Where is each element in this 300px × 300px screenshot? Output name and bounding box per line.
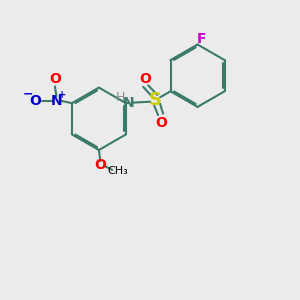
Text: N: N — [123, 96, 135, 110]
Text: H: H — [116, 91, 125, 104]
Text: O: O — [49, 72, 61, 86]
Text: N: N — [51, 94, 62, 108]
Text: CH₃: CH₃ — [108, 167, 129, 176]
Text: O: O — [30, 94, 42, 108]
Text: −: − — [23, 88, 33, 101]
Text: F: F — [196, 32, 206, 46]
Text: O: O — [156, 116, 167, 130]
Text: +: + — [58, 90, 66, 100]
Text: O: O — [94, 158, 106, 172]
Text: O: O — [139, 71, 151, 85]
Text: S: S — [149, 91, 162, 109]
